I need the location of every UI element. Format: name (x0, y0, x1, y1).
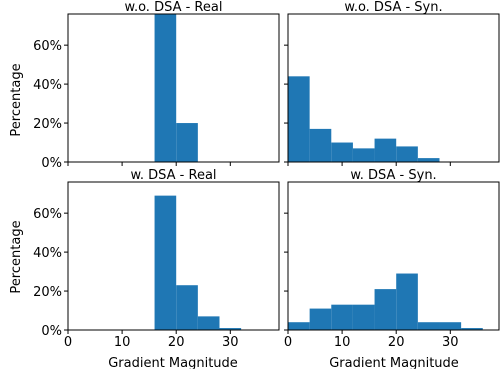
bar (331, 142, 353, 162)
plot-frame (287, 181, 500, 331)
x-axis-title-left: Gradient Magnitude (108, 356, 238, 369)
panel-3: w. DSA - Real 0% 20% 40% 60% 0 10 20 30 (33, 168, 280, 350)
x-tick-label: 20 (388, 335, 405, 350)
panel-4: w. DSA - Syn. 0 10 20 30 (284, 168, 500, 350)
bar (154, 14, 177, 162)
bar (331, 304, 353, 330)
panel-title: w.o. DSA - Real (125, 0, 223, 15)
y-tick-label: 40% (33, 78, 62, 93)
bar (154, 195, 177, 330)
plot-frame (67, 181, 280, 331)
y-tick-label: 40% (33, 246, 62, 261)
x-tick-label: 30 (442, 335, 459, 350)
x-tick-label: 10 (334, 335, 351, 350)
bar (439, 322, 462, 330)
panel-title: w. DSA - Syn. (350, 168, 436, 183)
plot-frame (287, 13, 500, 163)
bar (309, 308, 332, 330)
y-tick-label: 0% (41, 324, 62, 339)
bar (288, 76, 310, 162)
panel-1: w.o. DSA - Real 0% 20% 40% 60% (33, 0, 280, 171)
y-tick-label: 20% (33, 117, 62, 132)
bar (396, 273, 418, 330)
y-axis-title-top: Percentage (9, 63, 24, 136)
x-tick-label: 30 (222, 335, 239, 350)
bar (352, 148, 375, 162)
x-axis-title-right: Gradient Magnitude (329, 356, 459, 369)
bar (396, 146, 418, 162)
y-axis-title-bottom: Percentage (9, 220, 24, 293)
bar (417, 158, 440, 162)
bar (352, 304, 375, 330)
bar (417, 322, 440, 330)
bar (176, 123, 198, 162)
y-tick-label: 0% (41, 156, 62, 171)
panel-2: w.o. DSA - Syn. (284, 0, 500, 166)
bar (288, 322, 310, 330)
plot-frame (67, 13, 280, 163)
y-tick-label: 60% (33, 39, 62, 54)
bar (219, 328, 242, 330)
panel-title: w.o. DSA - Syn. (344, 0, 442, 15)
bar (197, 316, 220, 330)
bar (461, 328, 483, 330)
y-tick-label: 20% (33, 285, 62, 300)
panel-title: w. DSA - Real (130, 168, 216, 183)
bar (374, 138, 397, 162)
bar (374, 289, 397, 330)
y-tick-label: 60% (33, 207, 62, 222)
x-tick-label: 0 (64, 335, 72, 350)
x-tick-label: 10 (114, 335, 131, 350)
x-tick-label: 20 (168, 335, 185, 350)
x-tick-label: 0 (284, 335, 292, 350)
bar (176, 285, 198, 330)
bar (309, 128, 332, 162)
